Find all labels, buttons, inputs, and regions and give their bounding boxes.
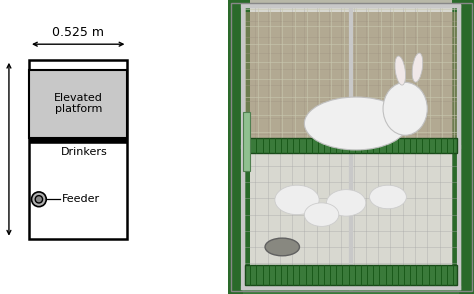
Bar bbox=[243, 6, 459, 288]
Bar bbox=[243, 6, 459, 288]
Text: Feeder: Feeder bbox=[62, 194, 100, 204]
Ellipse shape bbox=[370, 185, 406, 209]
Bar bbox=[246, 12, 457, 138]
Bar bbox=[246, 265, 457, 285]
Bar bbox=[240, 9, 462, 112]
Ellipse shape bbox=[304, 203, 339, 226]
Ellipse shape bbox=[327, 190, 366, 216]
Text: Elevated
platform: Elevated platform bbox=[54, 93, 103, 114]
Bar bbox=[228, 0, 250, 294]
Text: 0.525 m: 0.525 m bbox=[52, 26, 104, 39]
Circle shape bbox=[31, 192, 46, 207]
Ellipse shape bbox=[395, 56, 406, 85]
Bar bbox=[243, 265, 459, 294]
Bar bbox=[246, 138, 457, 153]
Bar bbox=[452, 0, 474, 294]
Ellipse shape bbox=[304, 97, 408, 150]
Bar bbox=[243, 112, 250, 171]
Circle shape bbox=[383, 82, 427, 135]
Bar bbox=[29, 60, 128, 239]
Ellipse shape bbox=[275, 185, 319, 215]
Text: Drinkers: Drinkers bbox=[61, 147, 108, 157]
Bar bbox=[29, 70, 128, 138]
Ellipse shape bbox=[412, 53, 423, 82]
Ellipse shape bbox=[265, 238, 300, 256]
Text: 1.025 m: 1.025 m bbox=[0, 123, 4, 175]
Circle shape bbox=[35, 196, 43, 203]
